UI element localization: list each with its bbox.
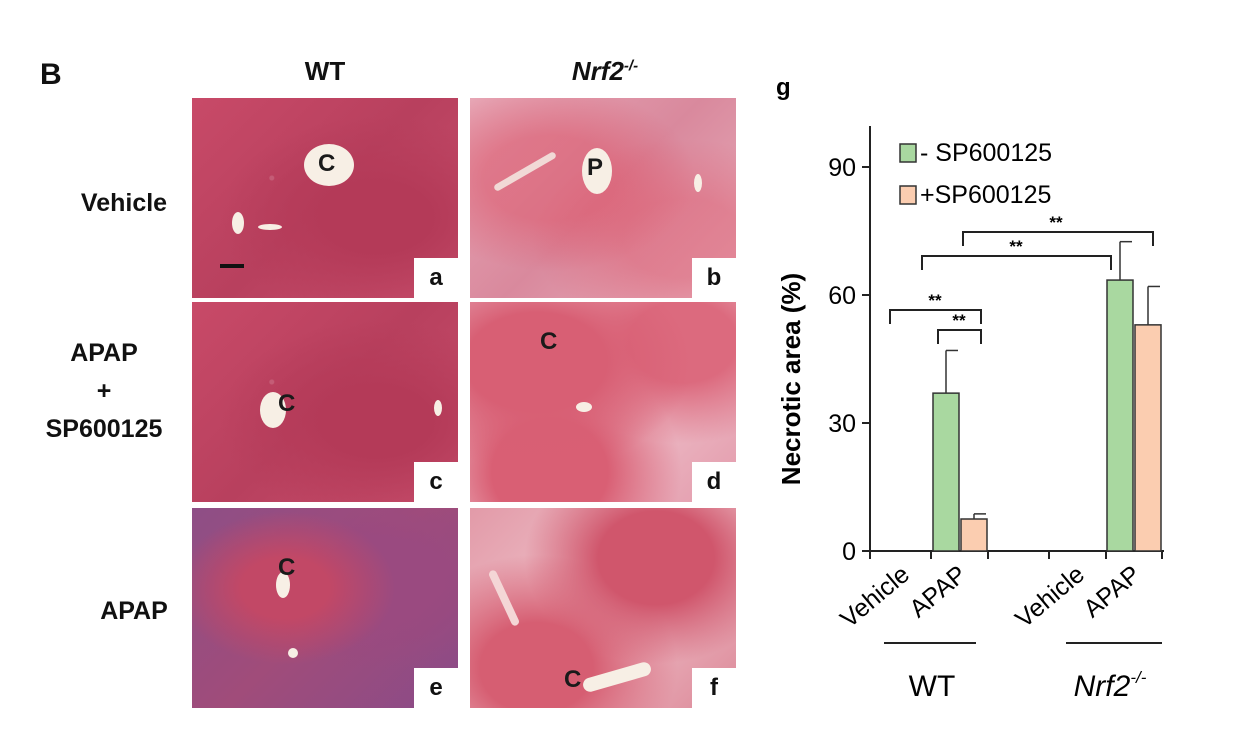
legend-swatch: [899, 143, 917, 163]
group-label-base: WT: [909, 670, 956, 703]
central-vein: [276, 572, 290, 598]
central-vein: [581, 660, 653, 694]
image-letter-d: d: [692, 462, 736, 502]
sinusoid: [487, 569, 521, 627]
micrograph-a: C a: [192, 98, 458, 298]
vessel-mark-c: C: [278, 390, 296, 417]
row-label-vehicle: Vehicle: [80, 189, 168, 217]
micrograph-b: P b: [470, 98, 736, 298]
nrf2-label: Nrf2: [571, 56, 624, 86]
bar: [1106, 279, 1134, 552]
significance-label: **: [1009, 237, 1023, 256]
y-tick-label: 90: [828, 154, 856, 182]
x-category-label: APAP: [1078, 560, 1146, 623]
significance-label: **: [1049, 213, 1063, 232]
central-vein: [304, 144, 354, 186]
y-tick-label: 30: [828, 410, 856, 438]
image-letter-b: b: [692, 258, 736, 298]
x-category-label: APAP: [904, 560, 972, 623]
significance-bracket: [962, 231, 1154, 246]
micrograph-c: C c: [192, 302, 458, 502]
small-vessel: [258, 224, 282, 230]
significance-bracket: [937, 329, 982, 344]
scale-bar: [220, 264, 244, 268]
small-vessel: [288, 648, 298, 658]
bar: [932, 392, 960, 552]
significance-label: **: [952, 311, 966, 330]
column-header-wt: WT: [304, 56, 346, 86]
small-vessel: [434, 400, 442, 416]
vessel-mark-d: C: [540, 328, 558, 355]
small-vessel: [576, 402, 592, 412]
column-header-nrf2: Nrf2-/-: [480, 56, 730, 87]
image-letter-f: f: [692, 668, 736, 708]
bile-duct: [492, 150, 558, 193]
vessel-mark-b: P: [587, 154, 604, 181]
row-label-sp-line: SP600125: [45, 415, 163, 443]
group-label-superscript: -/-: [1130, 668, 1146, 687]
bar: [1134, 324, 1162, 552]
legend-label: +SP600125: [920, 181, 1051, 209]
vessel-mark-e: C: [278, 554, 296, 581]
x-category-label: Vehicle: [1010, 560, 1090, 633]
nrf2-superscript: -/-: [623, 57, 639, 75]
vessel-mark-f: C: [564, 666, 582, 693]
significance-label: **: [928, 291, 942, 310]
vessel-mark-a: C: [318, 150, 336, 177]
image-letter-c: c: [414, 462, 458, 502]
portal-vein: [582, 148, 612, 194]
row-label-plus-line: +: [96, 377, 112, 405]
group-label: Nrf2-/-: [1074, 668, 1147, 703]
row-label-apap: APAP: [100, 597, 168, 625]
group-label-base: Nrf2: [1074, 670, 1131, 703]
y-axis-label: Necrotic area (%): [776, 273, 806, 485]
group-label: WT: [909, 670, 956, 703]
micrograph-e: C e: [192, 508, 458, 708]
row-label-apap-line: APAP: [70, 339, 138, 367]
panel-letter-b: B: [40, 58, 62, 91]
small-vessel: [694, 174, 702, 192]
image-letter-a: a: [414, 258, 458, 298]
panel-letter-g: g: [776, 74, 791, 101]
x-category-label: Vehicle: [835, 560, 915, 633]
significance-bracket: [889, 309, 982, 324]
legend-swatch: [899, 185, 917, 205]
y-tick-label: 60: [828, 282, 856, 310]
central-vein: [260, 392, 286, 428]
small-vessel: [232, 212, 244, 234]
image-letter-e: e: [414, 668, 458, 708]
bar: [960, 518, 988, 552]
y-tick-label: 0: [842, 538, 856, 566]
significance-bracket: [921, 255, 1112, 270]
micrograph-f: C f: [470, 508, 736, 708]
micrograph-d: C d: [470, 302, 736, 502]
row-label-apap-sp600125: APAP + SP600125: [14, 334, 194, 448]
legend-label: - SP600125: [920, 139, 1052, 167]
